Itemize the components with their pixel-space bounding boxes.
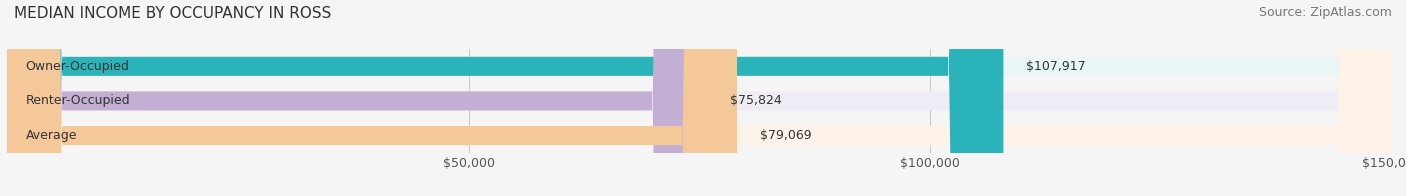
FancyBboxPatch shape — [7, 0, 1392, 196]
Text: Source: ZipAtlas.com: Source: ZipAtlas.com — [1258, 6, 1392, 19]
Text: MEDIAN INCOME BY OCCUPANCY IN ROSS: MEDIAN INCOME BY OCCUPANCY IN ROSS — [14, 6, 332, 21]
Text: Renter-Occupied: Renter-Occupied — [25, 94, 131, 107]
FancyBboxPatch shape — [7, 0, 1392, 196]
Text: $75,824: $75,824 — [730, 94, 782, 107]
FancyBboxPatch shape — [7, 0, 1004, 196]
Text: Owner-Occupied: Owner-Occupied — [25, 60, 129, 73]
Text: $107,917: $107,917 — [1026, 60, 1085, 73]
FancyBboxPatch shape — [7, 0, 707, 196]
FancyBboxPatch shape — [7, 0, 1392, 196]
Text: Average: Average — [25, 129, 77, 142]
Text: $79,069: $79,069 — [761, 129, 811, 142]
FancyBboxPatch shape — [7, 0, 737, 196]
